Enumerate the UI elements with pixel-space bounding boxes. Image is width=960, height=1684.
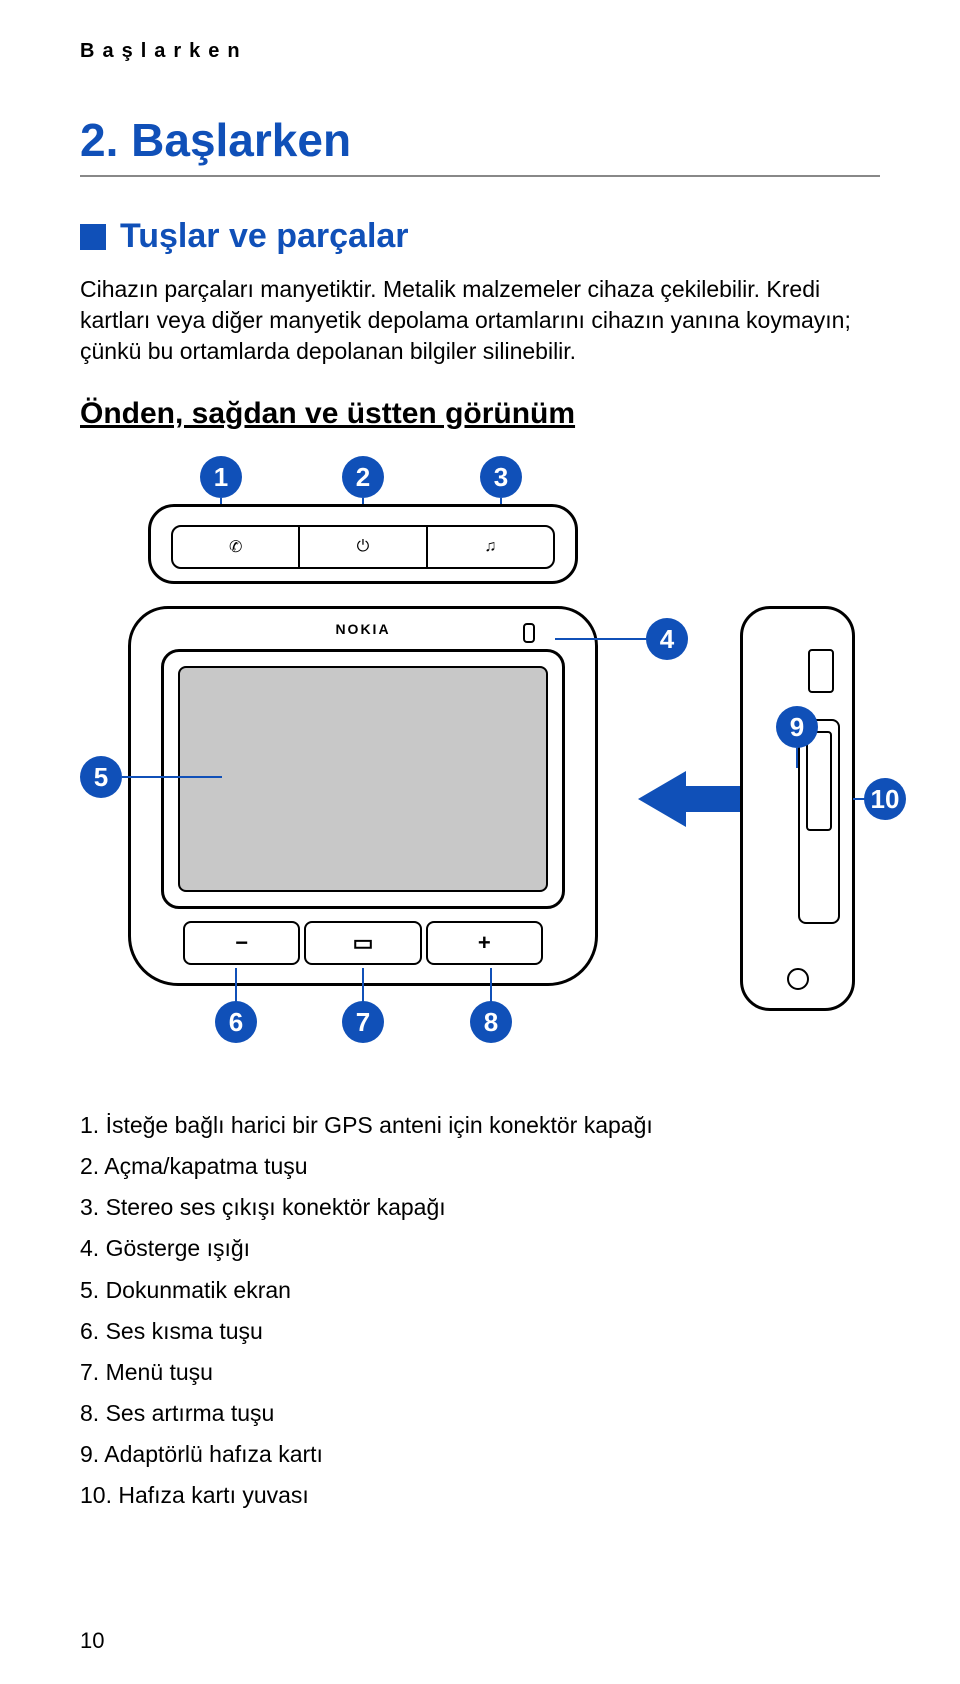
legend-item-5: 5. Dokunmatik ekran: [80, 1271, 880, 1310]
insert-arrow-icon: [638, 771, 686, 827]
topbar-buttons: ✆ ⏻ ♫: [171, 525, 555, 569]
insert-arrow-stem: [684, 786, 740, 812]
power-icon: ⏻: [300, 527, 427, 567]
indicator-led: [523, 623, 535, 643]
legend-item-6: 6. Ses kısma tuşu: [80, 1312, 880, 1351]
section-title: Tuşlar ve parçalar: [80, 217, 880, 256]
lead-line: [362, 968, 364, 1002]
callout-5: 5: [80, 756, 122, 798]
callout-7: 7: [342, 1001, 384, 1043]
gps-connector-icon: ✆: [173, 527, 300, 567]
callout-4: 4: [646, 618, 688, 660]
running-header: Başlarken: [80, 40, 880, 63]
volume-down-button: −: [183, 921, 300, 965]
chapter-title: 2. Başlarken: [80, 113, 880, 177]
lead-line: [796, 748, 798, 768]
legend-item-3: 3. Stereo ses çıkışı konektör kapağı: [80, 1188, 880, 1227]
lead-line: [853, 798, 865, 800]
page-number: 10: [80, 1628, 104, 1654]
lead-line: [122, 776, 222, 778]
callout-1: 1: [200, 456, 242, 498]
callout-6: 6: [215, 1001, 257, 1043]
callout-2: 2: [342, 456, 384, 498]
legend-item-4: 4. Gösterge ışığı: [80, 1229, 880, 1268]
view-title: Önden, sağdan ve üstten görünüm: [80, 397, 880, 431]
touchscreen: [178, 666, 548, 892]
screen-frame: [161, 649, 565, 909]
callout-9: 9: [776, 706, 818, 748]
device-front: NOKIA − ▭ +: [128, 606, 598, 986]
device-side: [740, 606, 855, 1011]
callout-3: 3: [480, 456, 522, 498]
volume-up-button: +: [426, 921, 543, 965]
legend-item-1: 1. İsteğe bağlı harici bir GPS anteni iç…: [80, 1106, 880, 1145]
memory-card-slot: [798, 719, 840, 924]
device-diagram: 1 2 3 ✆ ⏻ ♫ NOKIA − ▭ + 4 5 6 7 8: [80, 456, 880, 1076]
lead-line: [490, 968, 492, 1002]
bottom-button-row: − ▭ +: [181, 921, 545, 965]
legend-item-10: 10. Hafıza kartı yuvası: [80, 1476, 880, 1515]
section-title-text: Tuşlar ve parçalar: [120, 217, 409, 256]
audio-icon: ♫: [428, 527, 553, 567]
legend-list: 1. İsteğe bağlı harici bir GPS anteni iç…: [80, 1106, 880, 1515]
lead-line: [235, 968, 237, 1002]
intro-paragraph: Cihazın parçaları manyetiktir. Metalik m…: [80, 274, 880, 367]
legend-item-8: 8. Ses artırma tuşu: [80, 1394, 880, 1433]
memory-card-slot-inner: [806, 731, 832, 831]
lead-line: [555, 638, 647, 640]
callout-10: 10: [864, 778, 906, 820]
legend-item-9: 9. Adaptörlü hafıza kartı: [80, 1435, 880, 1474]
callout-8: 8: [470, 1001, 512, 1043]
device-logo: NOKIA: [335, 621, 390, 637]
side-top-slot: [808, 649, 834, 693]
device-topbar: ✆ ⏻ ♫: [148, 504, 578, 584]
legend-item-7: 7. Menü tuşu: [80, 1353, 880, 1392]
side-hole: [787, 968, 809, 990]
menu-button: ▭: [304, 921, 421, 965]
legend-item-2: 2. Açma/kapatma tuşu: [80, 1147, 880, 1186]
section-bullet-icon: [80, 224, 106, 250]
